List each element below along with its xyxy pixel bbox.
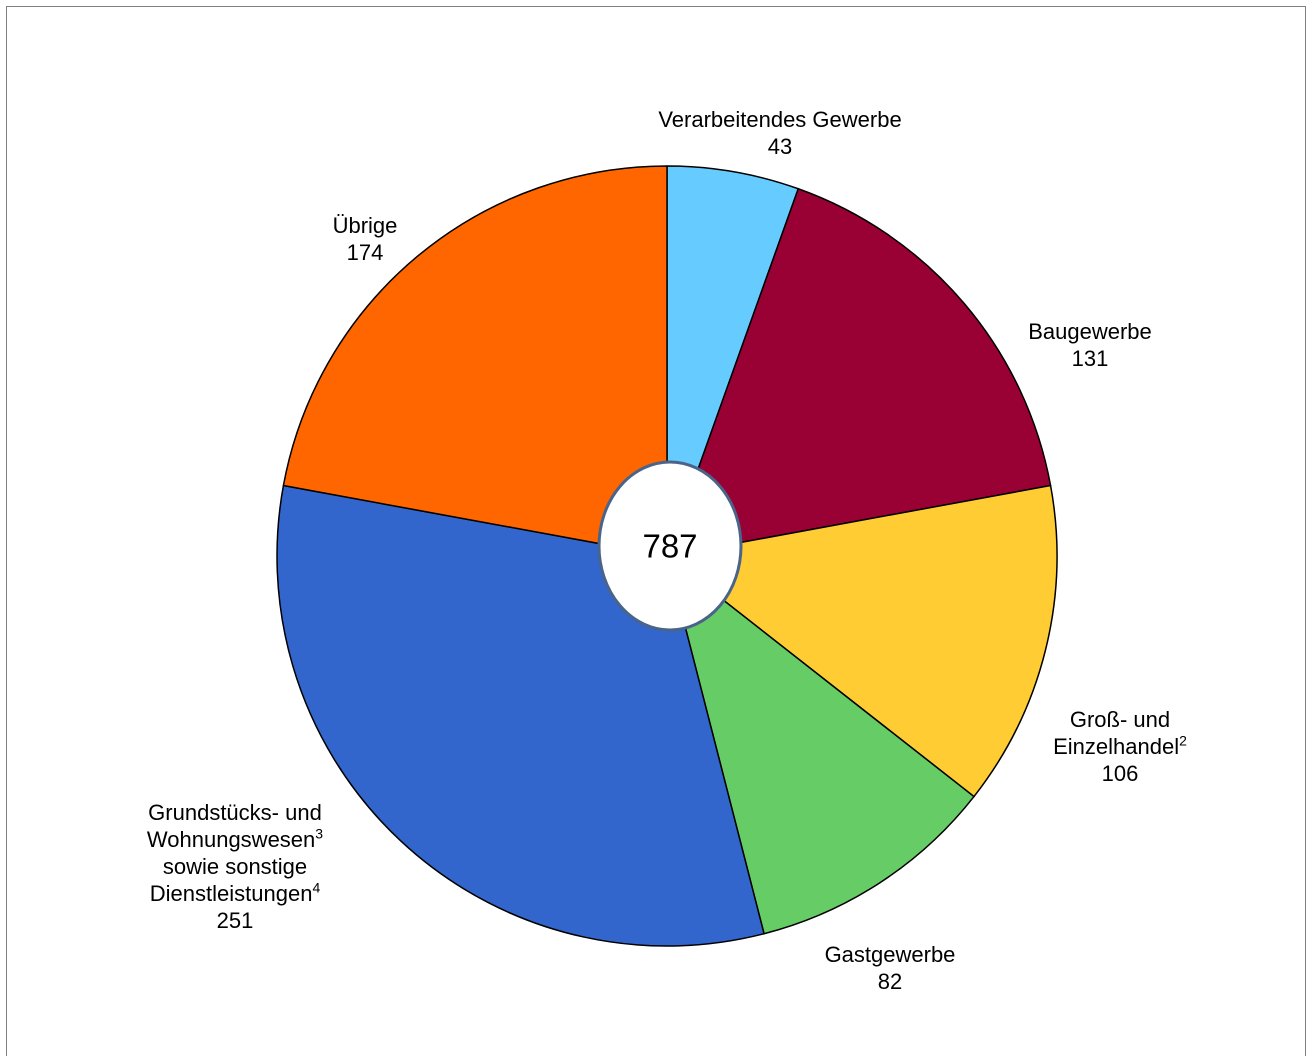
pie-slice-gastgewerbe (666, 555, 975, 935)
pie-slice-verarbeitendes (666, 165, 800, 557)
label-gastgewerbe: Gastgewerbe 82 (790, 941, 990, 995)
slice-label-line: Verarbeitendes Gewerbe (630, 106, 930, 133)
label-handel: Groß- und Einzelhandel2 106 (1030, 706, 1210, 787)
footnote-marker: 3 (315, 825, 324, 842)
pie-slice-uebrige (282, 165, 668, 557)
slice-label-text: Groß- und (1069, 707, 1171, 732)
slice-label-line: Gastgewerbe (790, 941, 990, 968)
slice-value-label: 251 (216, 908, 254, 933)
slice-label-line: Baugewerbe (1000, 318, 1180, 345)
slice-label-text: Baugewerbe (1028, 319, 1152, 344)
slice-label-line: Einzelhandel2 (1030, 733, 1210, 760)
slice-label-line: Dienstleistungen4 (100, 880, 370, 907)
slice-label-line: sowie sonstige (100, 853, 370, 880)
slice-label-text: Dienstleistungen (149, 881, 313, 906)
slice-label-line: Übrige (290, 212, 440, 239)
footnote-marker: 2 (1179, 732, 1187, 749)
slice-label-text: Grundstücks- und (148, 800, 322, 825)
slice-label-line: Groß- und (1030, 706, 1210, 733)
slice-label-line: Grundstücks- und (100, 799, 370, 826)
label-uebrige: Übrige 174 (290, 212, 440, 266)
label-baugewerbe: Baugewerbe 131 (1000, 318, 1180, 372)
slice-value-label: 174 (346, 240, 384, 265)
label-verarbeitendes: Verarbeitendes Gewerbe 43 (630, 106, 930, 160)
pie-slices (276, 165, 1058, 947)
slice-label-line: Wohnungswesen3 (100, 826, 370, 853)
slice-label-text: Verarbeitendes Gewerbe (658, 107, 902, 132)
slice-label-text: sowie sonstige (162, 854, 308, 879)
slice-label-text: Gastgewerbe (824, 942, 956, 967)
slice-label-text: Wohnungswesen (146, 827, 316, 852)
slice-value-label: 131 (1071, 346, 1109, 371)
label-grundstuecks: Grundstücks- und Wohnungswesen3 sowie sons… (100, 799, 370, 934)
center-ellipse (597, 460, 743, 632)
slice-value-label: 106 (1101, 761, 1139, 786)
chart-frame (6, 6, 1306, 1056)
pie-slice-handel (666, 484, 1058, 798)
footnote-marker: 4 (312, 879, 321, 896)
total-label: 787 (642, 528, 697, 565)
pie-slice-baugewerbe (666, 188, 1052, 557)
slice-value-label: 82 (877, 969, 903, 994)
slice-label-text: Übrige (332, 213, 398, 238)
slice-label-text: Einzelhandel (1053, 734, 1180, 759)
slice-value-label: 43 (767, 134, 793, 159)
